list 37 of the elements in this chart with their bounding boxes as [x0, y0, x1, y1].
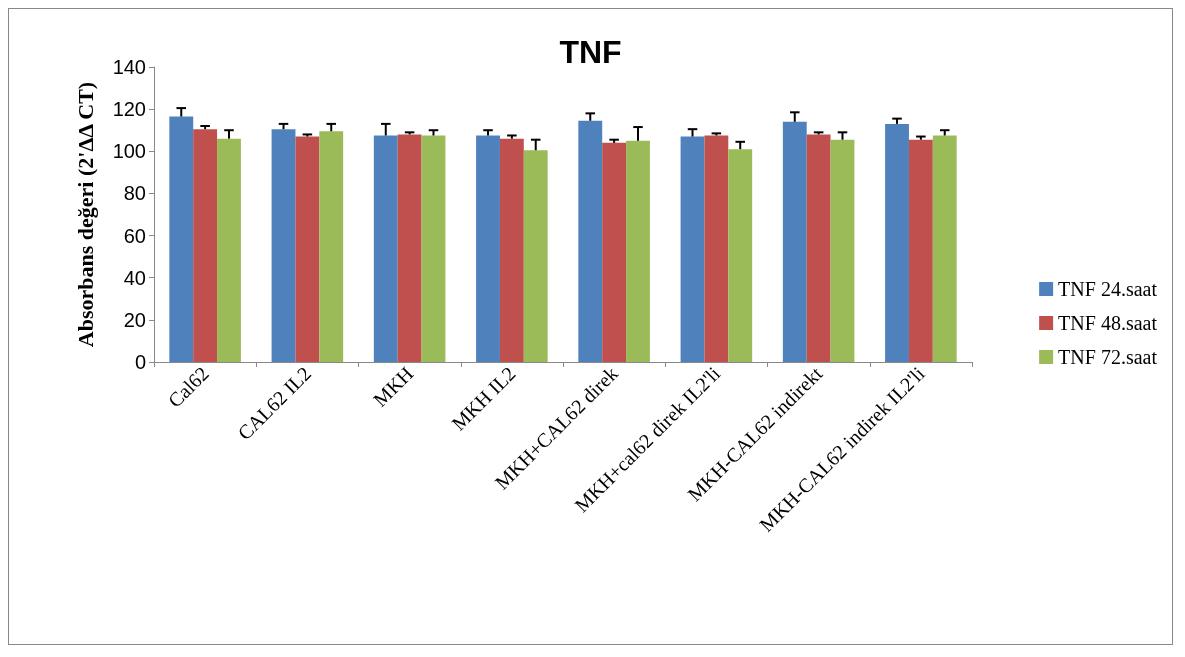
bar — [476, 135, 500, 362]
bar — [271, 129, 296, 362]
bar — [217, 138, 241, 362]
bar — [782, 121, 807, 362]
bar — [626, 140, 650, 362]
bar — [885, 123, 909, 362]
bar — [499, 138, 524, 362]
bar — [602, 142, 627, 362]
bar — [728, 149, 753, 362]
bar — [169, 116, 194, 362]
y-tick-label: 100 — [112, 140, 146, 163]
bar — [578, 120, 603, 362]
bar — [421, 135, 446, 362]
bar — [373, 135, 398, 362]
y-tick-label: 0 — [134, 351, 146, 373]
bar — [680, 136, 705, 362]
legend-label: TNF 72.saat — [1058, 346, 1158, 368]
y-tick-label: 20 — [123, 308, 146, 331]
y-tick-label: 140 — [112, 56, 146, 78]
bar — [523, 150, 548, 362]
bar — [193, 129, 218, 362]
legend-label: TNF 48.saat — [1058, 312, 1158, 334]
legend-label: TNF 24.saat — [1058, 278, 1158, 300]
bar — [704, 135, 729, 362]
y-axis-title: Absorbans değeri (2'ΔΔ CT) — [72, 81, 98, 348]
y-tick-label: 60 — [123, 224, 146, 247]
bar — [397, 134, 422, 362]
bar — [908, 139, 933, 362]
y-tick-label: 80 — [123, 182, 146, 205]
bar — [830, 139, 855, 362]
y-tick-label: 120 — [112, 98, 146, 121]
bar — [295, 136, 320, 362]
bar — [806, 134, 831, 362]
chart-title: TNF — [559, 34, 622, 70]
bar — [319, 131, 344, 362]
bar — [932, 135, 957, 362]
y-tick-label: 40 — [123, 266, 146, 289]
